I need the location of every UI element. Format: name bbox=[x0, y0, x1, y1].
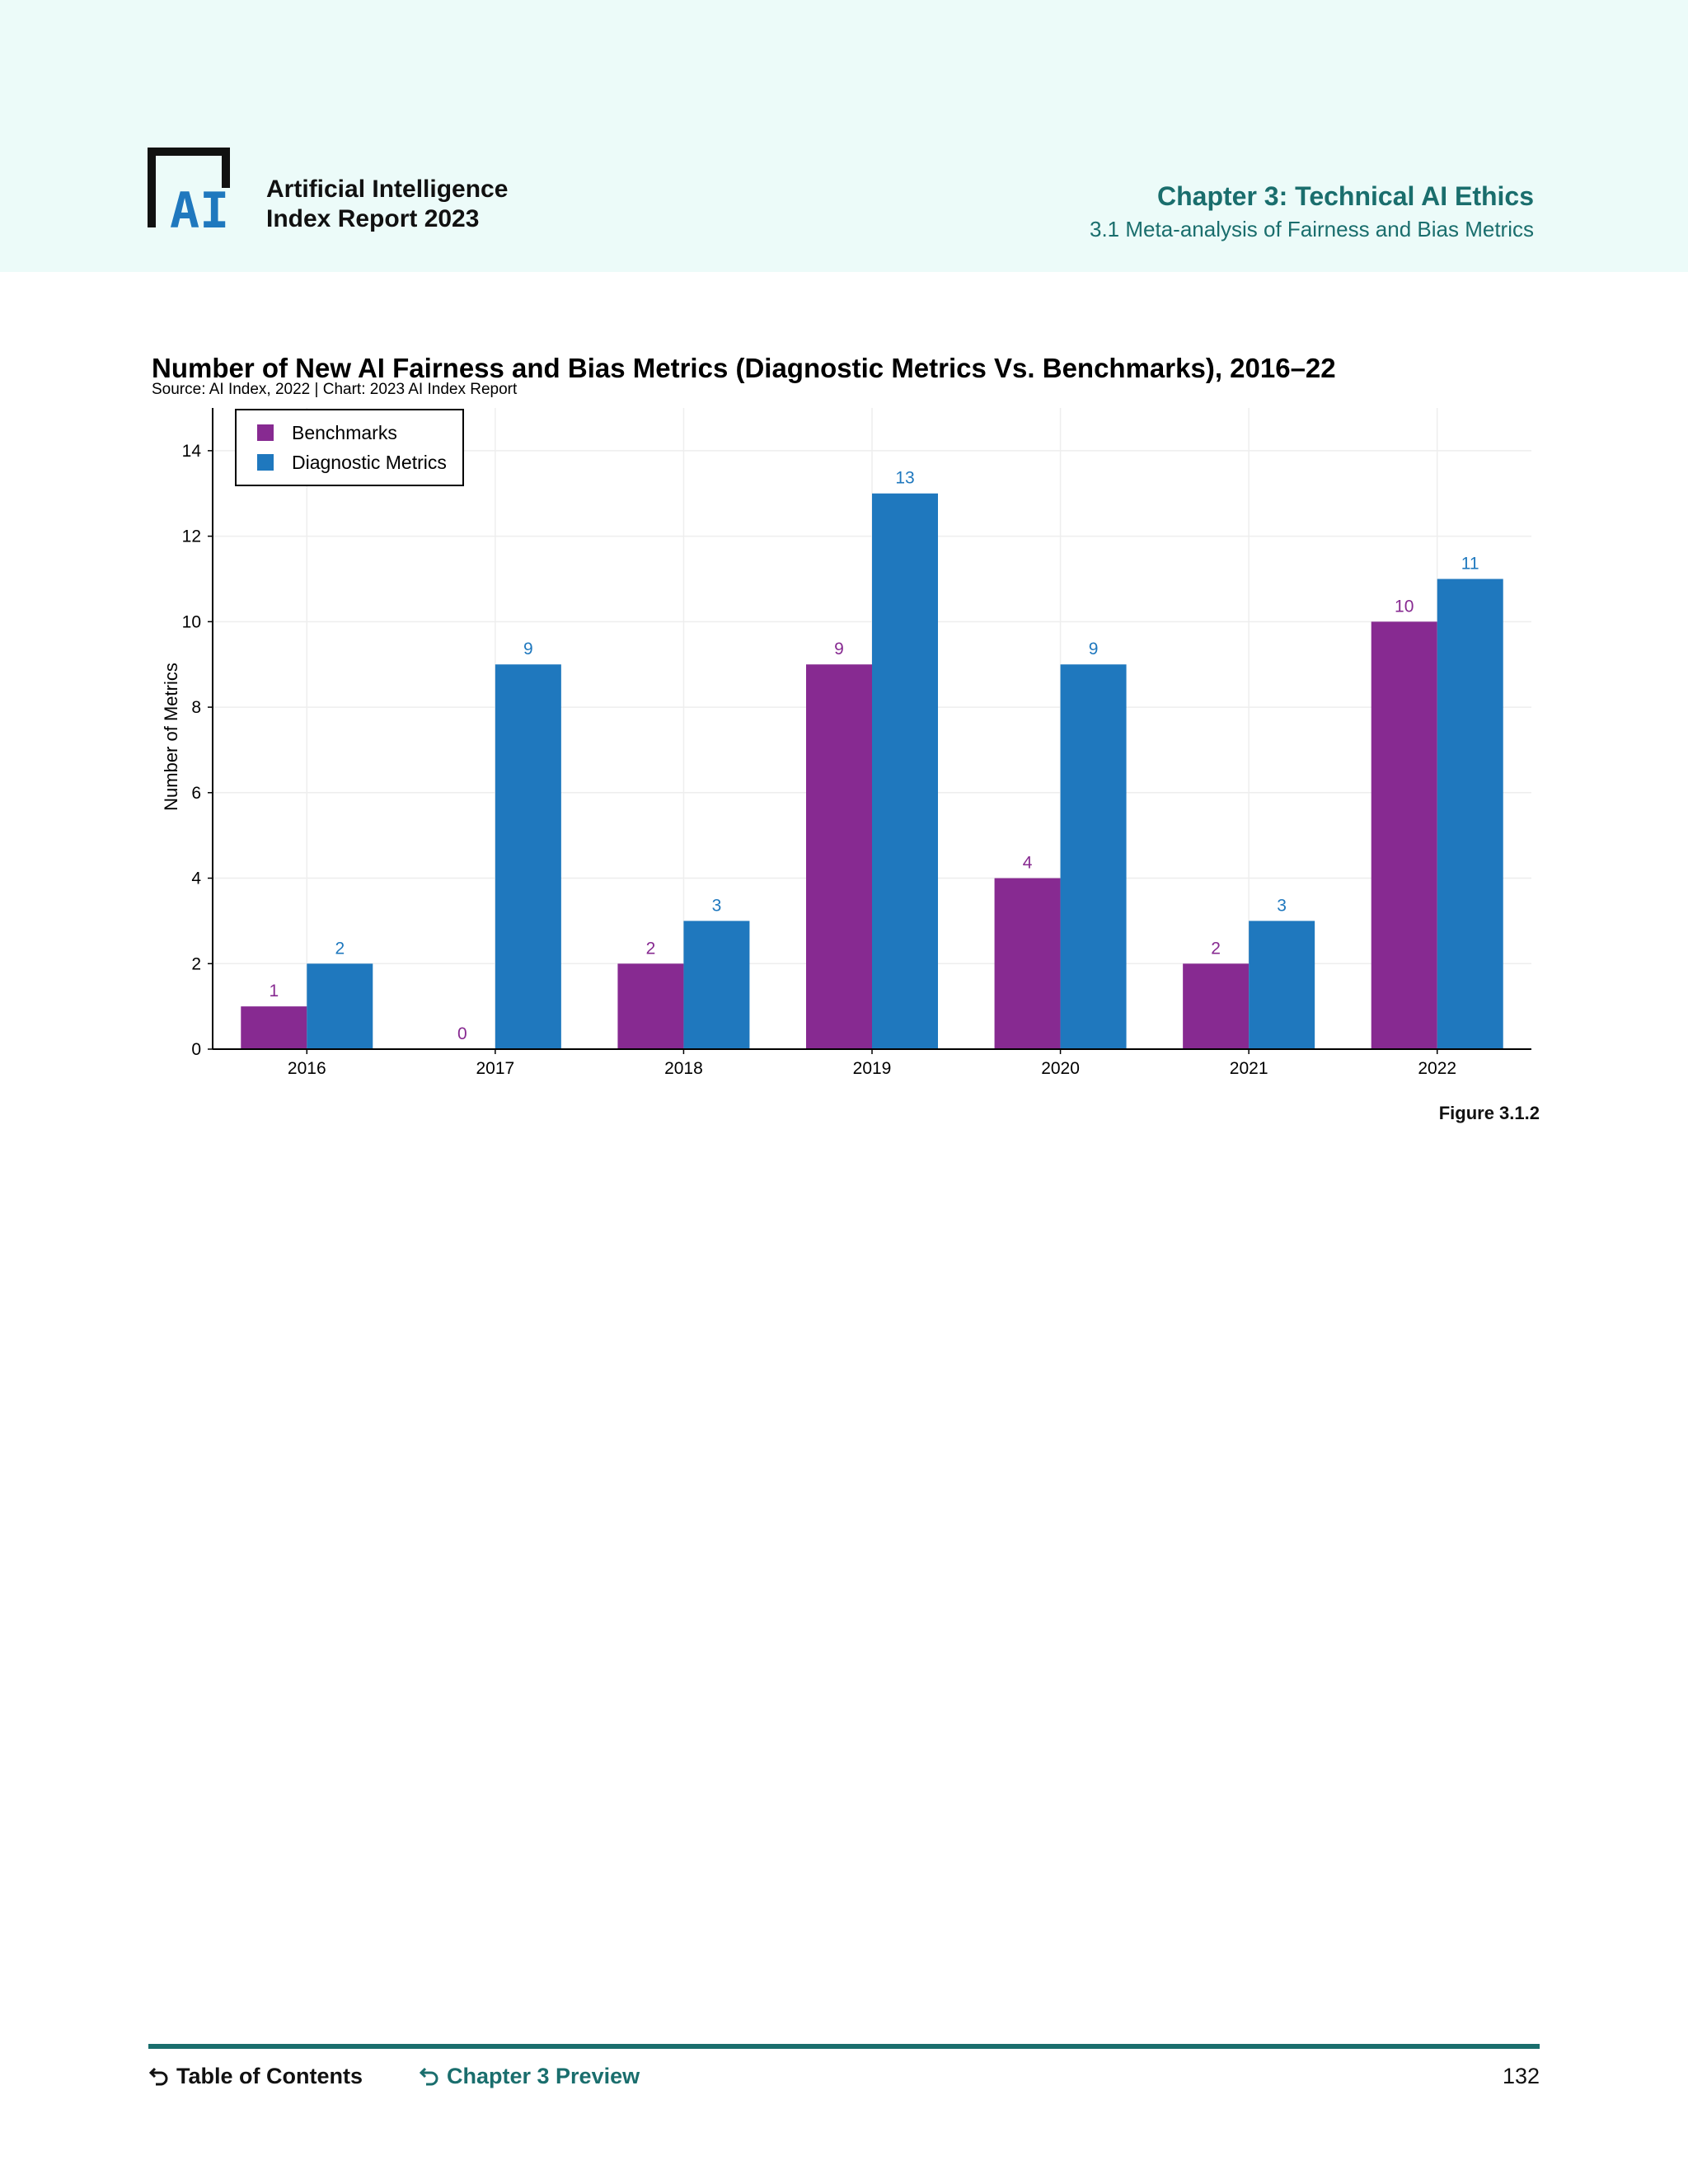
return-arrow-icon bbox=[419, 2067, 438, 2086]
y-tick-label: 10 bbox=[182, 612, 201, 631]
bar-diagnostic-metrics-2017 bbox=[495, 664, 561, 1049]
bar-benchmarks-2021 bbox=[1183, 963, 1250, 1049]
bar-benchmarks-2018 bbox=[617, 963, 684, 1049]
report-title-line2: Index Report 2023 bbox=[266, 205, 480, 232]
data-label: 2 bbox=[646, 939, 656, 958]
bar-diagnostic-metrics-2016 bbox=[307, 963, 373, 1049]
data-label: 2 bbox=[1211, 939, 1221, 958]
legend bbox=[235, 409, 464, 486]
data-label: 13 bbox=[895, 469, 914, 488]
page-number: 132 bbox=[1502, 2064, 1540, 2088]
legend-swatch-diagnostic-metrics bbox=[257, 454, 274, 471]
y-tick-label: 2 bbox=[191, 954, 201, 973]
toc-label: Table of Contents bbox=[176, 2064, 363, 2088]
report-title: Artificial Intelligence Index Report 202… bbox=[266, 175, 508, 234]
data-label: 3 bbox=[712, 896, 722, 915]
y-tick-label: 6 bbox=[191, 784, 201, 803]
y-tick-label: 12 bbox=[182, 527, 201, 546]
legend-label: Benchmarks bbox=[292, 422, 397, 443]
bar-benchmarks-2019 bbox=[806, 664, 872, 1049]
chapter-title: Chapter 3: Technical AI Ethics bbox=[1157, 181, 1534, 211]
bar-diagnostic-metrics-2022 bbox=[1437, 579, 1503, 1049]
bar-diagnostic-metrics-2020 bbox=[1060, 664, 1127, 1049]
return-arrow-icon bbox=[148, 2067, 168, 2086]
chart-title: Number of New AI Fairness and Bias Metri… bbox=[152, 353, 1336, 383]
data-label: 2 bbox=[335, 939, 345, 958]
bar-benchmarks-2022 bbox=[1371, 621, 1437, 1049]
chart-source: Source: AI Index, 2022 | Chart: 2023 AI … bbox=[152, 381, 518, 398]
y-tick-label: 14 bbox=[182, 442, 202, 461]
footer-divider bbox=[148, 2044, 1540, 2049]
bar-diagnostic-metrics-2019 bbox=[872, 493, 938, 1049]
chapter-subtitle: 3.1 Meta-analysis of Fairness and Bias M… bbox=[1090, 217, 1534, 241]
x-tick-label: 2020 bbox=[1041, 1059, 1080, 1078]
page-header: AI Artificial Intelligence Index Report … bbox=[0, 0, 1688, 272]
x-tick-label: 2021 bbox=[1230, 1059, 1268, 1078]
data-label: 3 bbox=[1277, 896, 1287, 915]
bar-diagnostic-metrics-2018 bbox=[683, 921, 750, 1049]
bar-chart: 1220160920172320189132019492020232021101… bbox=[161, 408, 1531, 1078]
legend-swatch-benchmarks bbox=[257, 424, 274, 441]
bar-diagnostic-metrics-2021 bbox=[1249, 921, 1315, 1049]
logo-text: AI bbox=[170, 182, 229, 232]
data-label: 9 bbox=[1089, 640, 1099, 658]
bar-benchmarks-2016 bbox=[241, 1006, 307, 1049]
report-title-line1: Artificial Intelligence bbox=[266, 176, 509, 203]
y-tick-label: 8 bbox=[191, 698, 201, 717]
data-label: 9 bbox=[834, 640, 844, 658]
chapter-preview-label: Chapter 3 Preview bbox=[447, 2064, 640, 2088]
x-tick-label: 2018 bbox=[664, 1059, 703, 1078]
x-tick-label: 2022 bbox=[1418, 1059, 1456, 1078]
y-axis-label: Number of Metrics bbox=[161, 663, 181, 811]
data-label: 4 bbox=[1023, 854, 1033, 873]
y-tick-label: 0 bbox=[191, 1040, 201, 1059]
data-label: 9 bbox=[523, 640, 533, 658]
data-label: 11 bbox=[1461, 554, 1479, 573]
figure-label: Figure 3.1.2 bbox=[1438, 1103, 1540, 1123]
x-tick-label: 2019 bbox=[853, 1059, 892, 1078]
bar-benchmarks-2020 bbox=[994, 878, 1061, 1049]
ai-index-logo: AI bbox=[148, 148, 230, 232]
legend-label: Diagnostic Metrics bbox=[292, 452, 447, 473]
y-tick-label: 4 bbox=[191, 869, 201, 888]
x-tick-label: 2017 bbox=[476, 1059, 514, 1078]
x-tick-label: 2016 bbox=[288, 1059, 326, 1078]
table-of-contents-link[interactable]: Table of Contents bbox=[148, 2063, 363, 2089]
data-label: 10 bbox=[1395, 597, 1414, 616]
data-label: 0 bbox=[457, 1024, 467, 1043]
chapter-heading: Chapter 3: Technical AI Ethics 3.1 Meta-… bbox=[1090, 180, 1534, 244]
data-label: 1 bbox=[269, 982, 279, 1001]
chapter-preview-link[interactable]: Chapter 3 Preview bbox=[419, 2063, 640, 2089]
